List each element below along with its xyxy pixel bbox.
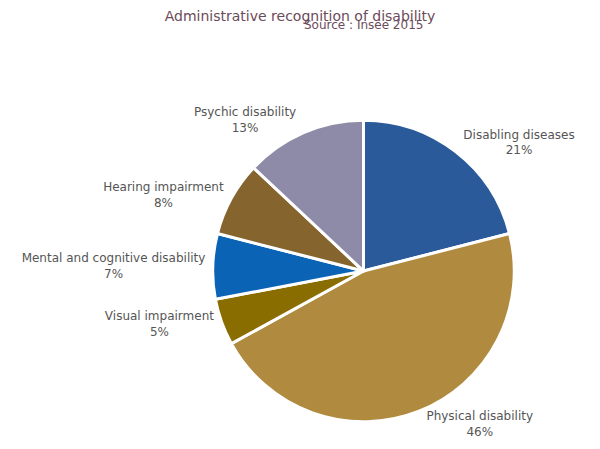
svg-text:Source : Insee 2015: Source : Insee 2015 [304, 18, 423, 32]
svg-text:Psychic disability13%: Psychic disability13% [194, 105, 296, 135]
svg-text:Physical disability46%: Physical disability46% [426, 409, 533, 439]
svg-text:Mental and cognitive disabilit: Mental and cognitive disability7% [22, 251, 206, 281]
svg-text:Hearing impairment8%: Hearing impairment8% [103, 180, 224, 210]
svg-text:Visual impairment5%: Visual impairment5% [105, 309, 214, 339]
svg-text:Administrative recognition of: Administrative recognition of disability [165, 8, 436, 24]
svg-text:Disabling diseases21%: Disabling diseases21% [463, 128, 574, 158]
